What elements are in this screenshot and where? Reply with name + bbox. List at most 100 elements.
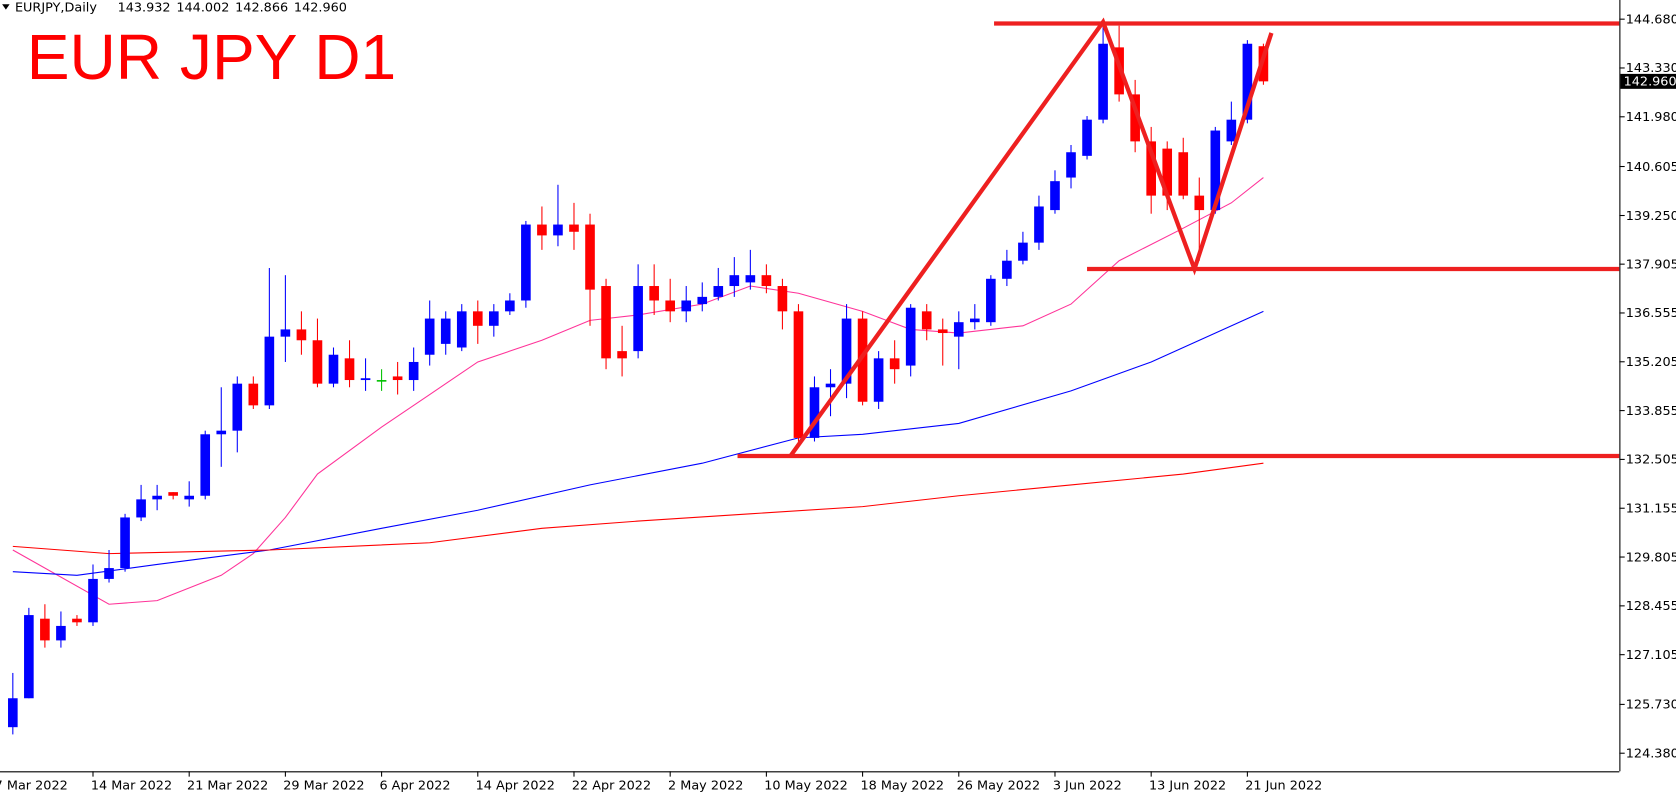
y-tick-label: 125.730: [1626, 698, 1676, 713]
candle-body: [617, 351, 627, 359]
candle-body: [713, 286, 724, 297]
candle-body: [424, 318, 435, 355]
candle-body: [986, 278, 996, 323]
candle-body: [472, 311, 483, 326]
candle-body: [456, 311, 467, 348]
last-price-label: 142.960: [1624, 75, 1676, 90]
last-price-tag: [1620, 73, 1676, 89]
candle-body: [232, 383, 243, 431]
candle-body: [537, 224, 547, 236]
candle-body: [1130, 94, 1140, 142]
candle-body: [1178, 152, 1189, 196]
candle-body: [1066, 152, 1076, 178]
candle-body: [296, 329, 307, 341]
candle-body: [489, 311, 499, 326]
candle-body: [665, 300, 675, 312]
candle-body: [569, 224, 579, 232]
candle-body: [745, 275, 756, 283]
candle-body: [1018, 242, 1028, 261]
candle-body: [440, 318, 451, 344]
candle-body: [697, 296, 708, 305]
moving-average: [12, 177, 1264, 605]
candle-body: [312, 340, 323, 384]
candle-body: [729, 275, 740, 287]
x-tick-label: 3 Jun 2022: [1053, 778, 1122, 793]
x-tick-label: 18 May 2022: [860, 778, 944, 793]
candle-body: [120, 517, 130, 569]
x-tick-label: 14 Apr 2022: [476, 778, 555, 793]
candle-body: [248, 383, 259, 406]
candle-body: [72, 618, 82, 623]
candle-body: [777, 286, 788, 312]
y-tick-label: 133.855: [1626, 404, 1676, 419]
candle-body: [1050, 181, 1060, 211]
candle-body: [1194, 195, 1205, 211]
candle-body: [360, 378, 371, 381]
candle-body: [553, 224, 563, 236]
candle-body: [104, 568, 114, 579]
candle-body: [1002, 260, 1012, 279]
candle-body: [809, 387, 820, 438]
x-tick-label: 10 May 2022: [764, 778, 848, 793]
header-open: 143.932: [118, 1, 171, 16]
candle-body: [200, 434, 211, 496]
candle-body: [633, 286, 643, 352]
candle-body: [937, 329, 948, 334]
y-tick-label: 143.330: [1626, 61, 1676, 76]
candle-body: [793, 311, 804, 438]
x-tick-label: 21 Jun 2022: [1245, 778, 1322, 793]
symbol: EURJPY,Daily: [15, 1, 97, 16]
candle-body: [970, 318, 980, 323]
candle-body: [825, 383, 836, 388]
candle-body: [601, 286, 611, 359]
candle-body: [681, 300, 692, 312]
y-tick-label: 132.505: [1626, 453, 1676, 468]
candle-body: [56, 625, 66, 641]
candle-body: [168, 492, 178, 496]
candle-body: [216, 430, 227, 435]
candle-body: [505, 300, 515, 312]
candle-body: [280, 329, 291, 337]
candle-body: [184, 495, 195, 500]
y-tick-label: 144.680: [1626, 12, 1676, 27]
candle-body: [649, 286, 659, 301]
chart-title: EUR JPY D1: [27, 21, 396, 93]
y-tick-label: 141.980: [1626, 110, 1676, 125]
candle-body: [1162, 148, 1173, 196]
y-tick-label: 139.250: [1626, 209, 1676, 224]
y-tick-label: 135.205: [1626, 355, 1676, 370]
y-tick-label: 131.155: [1626, 502, 1676, 517]
candle-body: [136, 499, 146, 518]
candle-body: [88, 578, 98, 623]
y-tick-label: 128.455: [1626, 599, 1676, 614]
candle-body: [873, 358, 884, 402]
y-tick-label: 129.805: [1626, 550, 1676, 565]
header-close: 142.960: [294, 1, 347, 16]
candle-body: [344, 358, 355, 381]
x-tick-label: 29 Mar 2022: [283, 778, 364, 793]
candle-body: [1242, 43, 1253, 120]
candle-body: [376, 380, 387, 382]
header-high: 144.002: [176, 1, 229, 16]
candle-body: [328, 354, 339, 384]
candle-body: [8, 698, 18, 728]
candle-body: [264, 336, 275, 406]
candle-body: [1210, 130, 1221, 211]
y-tick-label: 137.905: [1626, 257, 1676, 272]
y-tick-label: 136.555: [1626, 306, 1676, 321]
x-tick-label: 22 Apr 2022: [572, 778, 651, 793]
candle-body: [761, 275, 772, 287]
x-tick-label: 6 Apr 2022: [379, 778, 450, 793]
candle-body: [857, 318, 868, 402]
x-tick-label: 14 Mar 2022: [91, 778, 172, 793]
candle-body: [953, 322, 964, 337]
candle-body: [408, 361, 419, 381]
candle-body: [40, 618, 50, 641]
moving-average: [12, 310, 1264, 576]
candle-body: [1034, 206, 1044, 243]
candle-body: [1146, 141, 1156, 196]
plot-area: [8, 17, 1620, 735]
menu-arrow: [2, 4, 10, 10]
